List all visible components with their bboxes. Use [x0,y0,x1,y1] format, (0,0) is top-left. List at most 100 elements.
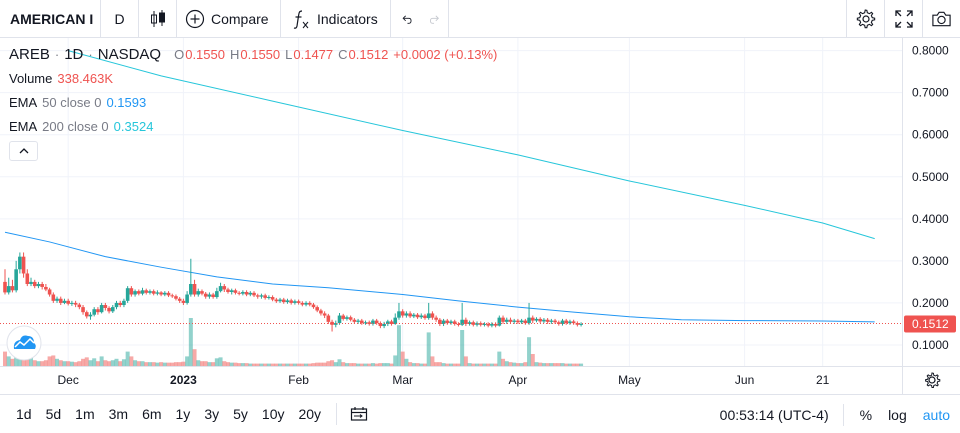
compare-button[interactable]: Compare [177,0,281,38]
volume-bar [449,363,453,366]
candle-body [207,294,212,297]
range-1y[interactable]: 1y [175,406,191,422]
volume-bar [523,362,528,366]
price-axis-tick: 0.2000 [912,296,949,310]
range-20y[interactable]: 20y [298,406,322,422]
log-scale-toggle[interactable]: log [888,406,907,423]
candle-body [233,290,238,293]
volume-bar [32,360,37,366]
range-3m[interactable]: 3m [108,406,129,422]
date-range-button[interactable] [345,395,373,433]
volume-bar [478,363,483,366]
redo-icon[interactable] [429,12,441,26]
volume-bar [348,363,353,366]
candle-body [307,302,312,305]
undo-icon[interactable] [401,12,413,26]
candle-body [293,301,297,303]
interval-button[interactable]: D [101,0,139,38]
candle-body [523,320,528,324]
legend-volume[interactable]: Volume 338.463K [9,70,497,88]
volume-bar [107,361,112,366]
volume-bar [553,363,558,366]
range-5y[interactable]: 5y [233,406,248,422]
candle-body [374,320,379,324]
legend-separator: · [88,47,93,62]
candle-body [274,299,279,302]
candle-body [579,323,583,325]
volume-bar [541,363,546,366]
clock-time[interactable]: 00:53:14 (UTC-4) [719,406,829,423]
volume-bar [73,362,78,366]
legend-collapse-button[interactable] [9,141,38,161]
range-10y[interactable]: 10y [261,406,285,422]
candle-body [493,323,498,326]
volume-bar [255,363,260,366]
legend: AREB · 1D · NASDAQ O 0.1550 H 0.1550 L 0.14… [9,46,497,142]
time-axis-tick: 21 [816,373,830,387]
volume-bar [226,362,230,366]
legend-open-key: O [174,47,185,62]
volume-bar [549,363,554,366]
indicators-button[interactable]: Indicators [281,0,391,38]
legend-main-series[interactable]: AREB · 1D · NASDAQ O 0.1550 H 0.1550 L 0.14… [9,46,497,64]
volume-bar [512,362,517,366]
candle-body [278,299,282,302]
candle-body [62,300,67,303]
legend-ema200[interactable]: EMA 200 close 0 0.3524 [9,118,497,136]
range-1m[interactable]: 1m [75,406,95,422]
chevron-up-icon [19,148,28,154]
volume-bar [248,363,253,366]
volume-bar [29,357,34,366]
volume-bar [519,363,524,366]
candle-body [174,296,178,299]
volume-bar [6,356,11,366]
volume-bar [422,363,427,366]
candle-body [58,298,63,303]
legend-ema50[interactable]: EMA 50 close 0 0.1593 [9,94,497,112]
legend-separator: · [54,47,60,62]
candle-body [267,297,271,299]
fx-icon [293,9,309,29]
volume-bar [192,349,197,366]
legend-volume-value: 338.463K [57,71,114,86]
range-6m[interactable]: 6m [142,406,162,422]
percent-scale-toggle[interactable]: % [859,406,873,423]
bottom-right-group: 00:53:14 (UTC-4) % log auto [706,395,960,433]
time-axis-tick: Apr [509,373,528,387]
range-5d[interactable]: 5d [45,406,62,422]
candle-body [21,256,26,274]
volume-bar [471,363,476,366]
axis-settings-button[interactable] [925,372,941,388]
price-axis-tick: 0.8000 [912,44,949,58]
chart-type-button[interactable] [139,0,177,38]
volume-bar [497,351,502,366]
fullscreen-button[interactable] [884,0,922,38]
chart-area[interactable]: 0.8000 0.7000 0.6000 0.5000 0.4000 0.3000 0.20… [0,38,960,394]
volume-bar [278,363,283,366]
candle-body [211,294,215,298]
price-chart[interactable]: 0.8000 0.7000 0.6000 0.5000 0.4000 0.3000 0.20… [0,38,960,394]
legend-ema50-name: EMA [9,95,38,110]
ema200-line [68,50,875,240]
range-1d[interactable]: 1d [16,406,32,422]
volume-bar [437,362,442,366]
candle-body [18,256,22,270]
candle-body [200,291,204,294]
candle-body [281,299,286,303]
volume-bar [110,360,115,366]
snapshot-button[interactable] [922,0,960,38]
candle-body [542,319,546,322]
auto-scale-toggle[interactable]: auto [922,406,950,423]
candle-body [237,292,241,294]
range-3y[interactable]: 3y [204,406,220,422]
candle-body [170,295,175,297]
candle-body [471,322,476,325]
candle-body [248,292,253,295]
volume-bar [222,361,227,366]
volume-bar [493,363,498,366]
volume-bar [304,363,309,366]
settings-button[interactable] [846,0,884,38]
symbol-search-button[interactable]: AMERICAN I [0,0,101,38]
toolbar-right [846,0,960,38]
volume-bar [463,356,468,366]
